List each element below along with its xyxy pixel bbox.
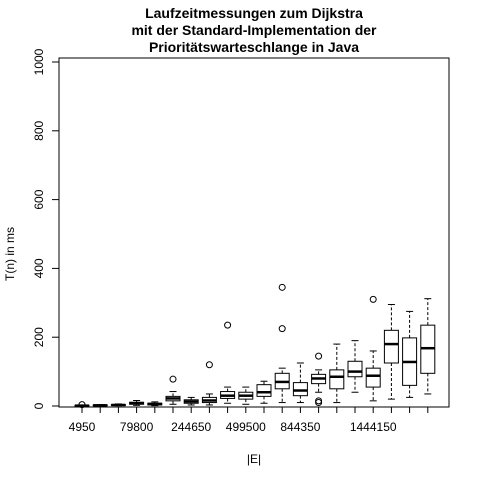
y-tick-label-1000: 1000 [32, 48, 46, 75]
outlier-14-2 [315, 399, 323, 407]
y-axis-label: T(n) in ms [3, 227, 17, 281]
x-tick-label-244650: 244650 [171, 420, 211, 434]
box-iqr-17 [365, 367, 381, 388]
box-10 [238, 386, 254, 405]
y-tick-label-400: 400 [32, 258, 46, 278]
box-iqr-13 [292, 382, 308, 397]
outlier-12-1 [278, 325, 286, 333]
box-19 [402, 310, 418, 398]
outlier-1-0 [78, 401, 86, 409]
x-tick-label-844350: 844350 [280, 420, 320, 434]
outlier-8-0 [205, 361, 213, 369]
y-tick-label-800: 800 [32, 120, 46, 140]
x-tick-label-499500: 499500 [226, 420, 266, 434]
box-5 [147, 401, 163, 407]
box-4 [129, 399, 145, 406]
box-iqr-15 [329, 369, 345, 390]
box-17 [365, 295, 381, 402]
box-18 [383, 304, 399, 400]
y-tick-label-600: 600 [32, 189, 46, 209]
box-8 [201, 361, 217, 406]
outlier-12-0 [278, 283, 286, 291]
box-13 [292, 362, 308, 404]
box-7 [183, 396, 199, 406]
box-6 [165, 375, 181, 405]
box-15 [329, 343, 345, 404]
box-3 [110, 403, 126, 407]
box-1 [74, 401, 90, 409]
y-axis: 0 200 400 600 800 1000 [32, 48, 60, 409]
box-11 [256, 380, 272, 404]
chart-title-line-3: Prioritätswarteschlange in Java [149, 39, 359, 55]
x-axis: 4950 79800 244650 499500 844350 1444150 [69, 407, 429, 434]
box-14 [311, 352, 327, 407]
y-tick-label-0: 0 [32, 402, 46, 409]
outlier-17-0 [369, 295, 377, 303]
chart-title-line-1: Laufzeitmessungen zum Dijkstra [145, 5, 363, 21]
boxes [74, 283, 436, 409]
y-tick-label-200: 200 [32, 327, 46, 347]
box-9 [220, 321, 236, 404]
x-axis-label: |E| [247, 452, 261, 466]
box-iqr-16 [347, 360, 363, 378]
chart-title: Laufzeitmessungen zum Dijkstra mit der S… [131, 5, 377, 55]
outlier-6-0 [169, 375, 177, 383]
x-tick-label-1444150: 1444150 [350, 420, 397, 434]
box-2 [92, 404, 108, 407]
x-tick-label-4950: 4950 [69, 420, 96, 434]
box-iqr-11 [256, 384, 272, 397]
box-12 [274, 283, 290, 404]
box-20 [420, 298, 436, 395]
outlier-9-0 [224, 321, 232, 329]
x-tick-label-79800: 79800 [120, 420, 154, 434]
box-iqr-18 [383, 329, 399, 364]
box-16 [347, 340, 363, 393]
outlier-14-0 [315, 352, 323, 360]
chart-title-line-2: mit der Standard-Implementation der [131, 22, 377, 38]
